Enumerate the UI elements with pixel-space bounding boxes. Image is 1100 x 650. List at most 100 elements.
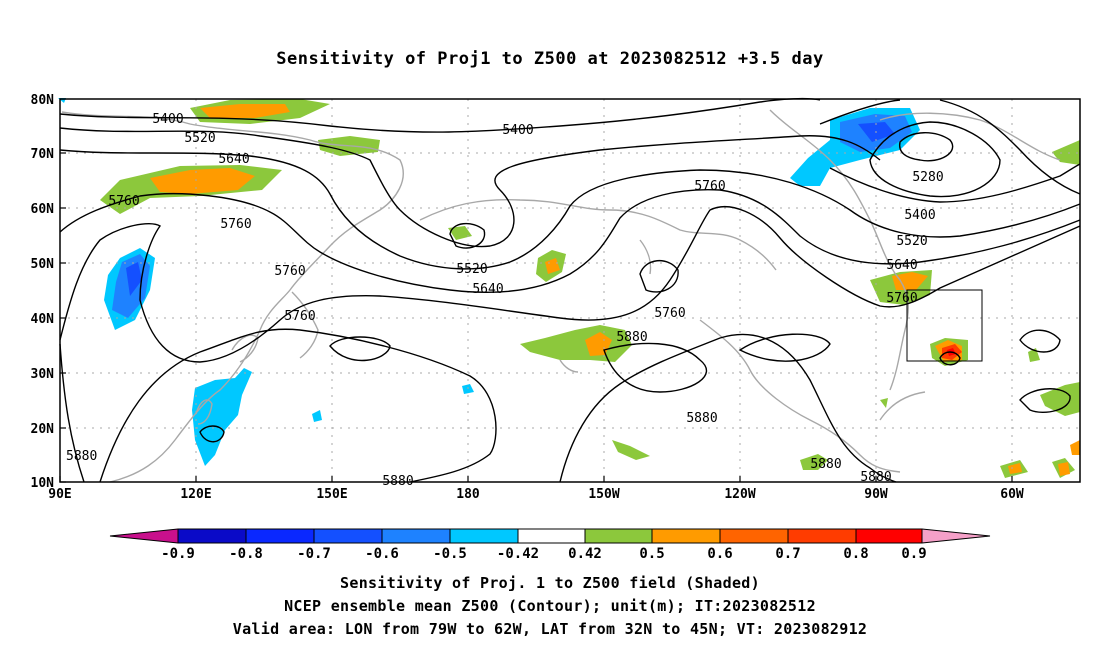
contour-5880-closed xyxy=(603,342,708,393)
sensitivity-shading xyxy=(58,98,1080,478)
colorbar-label: 0.6 xyxy=(707,546,732,562)
shade-orange-1 xyxy=(200,104,290,118)
contour-label: 5640 xyxy=(886,258,917,273)
contour-low-atlantic xyxy=(939,351,961,366)
colorbar-bin xyxy=(382,529,450,543)
colorbar-bin xyxy=(246,529,314,543)
colorbar-bin xyxy=(518,529,585,543)
colorbar-label: 0.8 xyxy=(843,546,868,562)
shade-green-4 xyxy=(448,226,472,240)
contour-label: 5760 xyxy=(108,194,139,209)
lon-label: 120E xyxy=(180,487,211,502)
colorbar-label: 0.42 xyxy=(568,546,602,562)
contour-5400-east xyxy=(819,99,1081,195)
shade-green-10 xyxy=(800,454,828,470)
shade-green-6 xyxy=(520,325,632,362)
contour-low-asia xyxy=(199,425,225,443)
contour-label: 5400 xyxy=(502,123,533,138)
contour-label: 5640 xyxy=(472,282,503,297)
colorbar-bin xyxy=(314,529,382,543)
contour-label: 5640 xyxy=(218,152,249,167)
contour-label: 5760 xyxy=(274,264,305,279)
shade-green-15 xyxy=(880,398,888,408)
lat-label: 50N xyxy=(31,257,55,272)
coast-mexico xyxy=(699,319,901,473)
contour-5520-north xyxy=(59,127,881,248)
contour-label: 5280 xyxy=(912,170,943,185)
coastlines xyxy=(61,109,1061,483)
contour-label: 5520 xyxy=(456,262,487,277)
colorbar-high-arrow xyxy=(922,529,990,543)
contour-5640 xyxy=(59,149,1081,270)
contour-label: 5760 xyxy=(284,309,315,324)
contour-5760-a xyxy=(59,189,1081,293)
caption-line-2: NCEP ensemble mean Z500 (Contour); unit(… xyxy=(284,597,816,615)
lon-label: 90W xyxy=(864,487,888,502)
shade-cyan-4 xyxy=(312,410,322,422)
map-frame xyxy=(59,98,1081,483)
lon-label: 120W xyxy=(724,487,755,502)
contour-label: 5520 xyxy=(184,131,215,146)
shade-green-9 xyxy=(1040,382,1080,416)
lon-label: 60W xyxy=(1000,487,1024,502)
colorbar-label: -0.6 xyxy=(365,546,399,562)
contour-5880-atlantic-2 xyxy=(1019,329,1061,353)
caption-line-1: Sensitivity of Proj. 1 to Z500 field (Sh… xyxy=(340,574,760,592)
contour-label: 5760 xyxy=(694,179,725,194)
coast-japan xyxy=(291,291,319,359)
colorbar-label: -0.7 xyxy=(297,546,331,562)
colorbar-bin xyxy=(720,529,788,543)
colorbar: -0.9 -0.8 -0.7 -0.6 -0.5 -0.42 0.42 0.5 … xyxy=(109,528,991,562)
shade-orange-5 xyxy=(892,272,928,290)
lat-label: 40N xyxy=(31,312,55,327)
lon-label: 150E xyxy=(316,487,347,502)
coast-hawaii xyxy=(559,359,579,373)
axis-labels: 80N 70N 60N 50N 40N 30N 20N 10N 90E 120E… xyxy=(31,93,1024,502)
contour-label: 5400 xyxy=(152,112,183,127)
contour-5880-atlantic xyxy=(1019,388,1071,414)
caption-line-3: Valid area: LON from 79W to 62W, LAT fro… xyxy=(232,620,868,638)
z500-contours xyxy=(59,97,1081,483)
contour-label: 5520 xyxy=(896,234,927,249)
colorbar-bin xyxy=(450,529,518,543)
shade-orange-7 xyxy=(1058,462,1070,476)
colorbar-label: -0.42 xyxy=(497,546,539,562)
contour-label: 5880 xyxy=(686,411,717,426)
contour-5880-center xyxy=(99,328,497,483)
contour-label: 5400 xyxy=(904,208,935,223)
colorbar-bin xyxy=(788,529,856,543)
contour-label: 5880 xyxy=(810,457,841,472)
coast-taiwan xyxy=(195,399,213,425)
shade-green-8 xyxy=(1052,140,1080,165)
shade-orange-9 xyxy=(1070,440,1080,455)
contour-5760-low xyxy=(639,260,679,293)
coast-cuba xyxy=(879,391,926,421)
map-title: Sensitivity of Proj1 to Z500 at 20230825… xyxy=(276,49,824,69)
contour-labels: 5400 5400 5520 5640 5760 5760 5760 5280 … xyxy=(66,112,944,489)
coast-greenland xyxy=(879,112,1061,161)
lat-label: 20N xyxy=(31,422,55,437)
contour-5400-north xyxy=(59,97,821,133)
contour-5880-high xyxy=(738,333,831,362)
shade-cyan-3 xyxy=(192,368,252,466)
contour-label: 5760 xyxy=(886,291,917,306)
contour-5880-east xyxy=(559,333,897,483)
lat-label: 10N xyxy=(31,476,55,491)
colorbar-bin xyxy=(178,529,246,543)
shade-darkblue-1 xyxy=(126,262,142,296)
contour-label: 5880 xyxy=(616,330,647,345)
contour-5880-pacific xyxy=(329,336,391,362)
lat-label: 60N xyxy=(31,202,55,217)
contour-label: 5880 xyxy=(66,449,97,464)
contour-5760-b xyxy=(59,206,1081,363)
lat-label: 30N xyxy=(31,367,55,382)
colorbar-label: -0.5 xyxy=(433,546,467,562)
lat-label: 70N xyxy=(31,147,55,162)
lat-label: 80N xyxy=(31,93,55,108)
lon-label: 150W xyxy=(588,487,619,502)
contour-5520-low xyxy=(449,223,486,249)
contour-5520-east xyxy=(829,163,1081,203)
lon-label: 180 xyxy=(456,487,480,502)
contour-5880-west xyxy=(59,343,85,483)
colorbar-label: -0.9 xyxy=(161,546,195,562)
